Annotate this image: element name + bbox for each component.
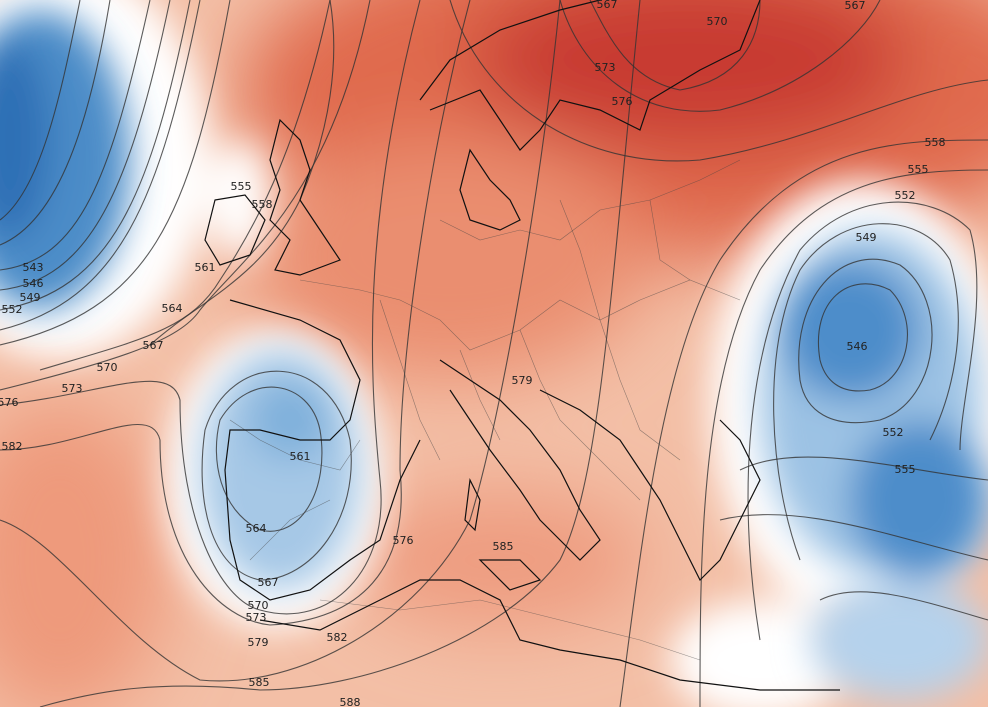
- contour-label: 543: [23, 261, 44, 274]
- contour-label: 570: [97, 361, 118, 374]
- borders: [229, 159, 741, 661]
- contour-label: 567: [597, 0, 618, 11]
- contour-label: 555: [231, 180, 252, 193]
- contour-label: 582: [327, 631, 348, 644]
- contour-label: 570: [248, 599, 269, 612]
- contour-label: 564: [246, 522, 267, 535]
- contour-label: 567: [258, 576, 279, 589]
- contour-label: 561: [290, 450, 311, 463]
- contour-label: 549: [20, 291, 41, 304]
- contour-label: 570: [707, 15, 728, 28]
- contour-label: 576: [612, 95, 633, 108]
- contour-label: 552: [895, 189, 916, 202]
- contour-label: 582: [2, 440, 23, 453]
- contour-label: 573: [246, 611, 267, 624]
- contour-label: 555: [895, 463, 916, 476]
- contour-label: 555: [908, 163, 929, 176]
- coastlines: [204, 0, 840, 691]
- contour-label: 576: [0, 396, 19, 409]
- contour-label: 585: [493, 540, 514, 553]
- contour-label: 546: [23, 277, 44, 290]
- contour-label: 573: [62, 382, 83, 395]
- contour-label: 558: [252, 198, 273, 211]
- contour-label: 552: [2, 303, 23, 316]
- contour-labels: 5675705675735765585555525495465525555555…: [0, 0, 946, 707]
- contour-label: 588: [340, 696, 361, 707]
- contour-label: 579: [248, 636, 269, 649]
- contour-label: 567: [845, 0, 866, 12]
- contour-label: 573: [595, 61, 616, 74]
- contour-label: 546: [847, 340, 868, 353]
- contour-label: 579: [512, 374, 533, 387]
- contour-label: 576: [393, 534, 414, 547]
- contour-label: 561: [195, 261, 216, 274]
- contour-label: 558: [925, 136, 946, 149]
- contour-label: 552: [883, 426, 904, 439]
- contour-label: 549: [856, 231, 877, 244]
- contour-label: 567: [143, 339, 164, 352]
- contour-label: 585: [249, 676, 270, 689]
- contour-label: 564: [162, 302, 183, 315]
